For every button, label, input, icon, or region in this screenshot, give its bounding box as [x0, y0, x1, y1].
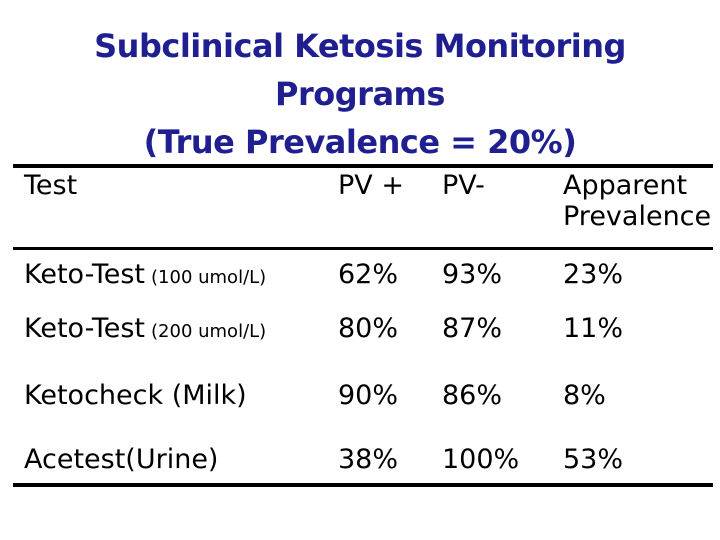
test-label: Keto-Test — [24, 259, 146, 290]
test-threshold-note: (100 umol/L) — [151, 267, 267, 288]
cell-apparent-prevalence: 8% — [563, 380, 606, 411]
title-line-1: Subclinical Ketosis Monitoring — [94, 27, 626, 65]
title-line-2: Programs — [275, 75, 445, 113]
cell-pv-plus: 80% — [338, 313, 399, 344]
cell-test-name: Ketocheck (Milk) — [24, 380, 334, 414]
cell-pv-minus: 87% — [442, 313, 503, 344]
column-header-pv-minus: PV- — [442, 170, 485, 201]
cell-apparent-prevalence: 53% — [563, 444, 624, 475]
column-header-pv-plus: PV + — [338, 170, 404, 201]
cell-apparent-prevalence: 23% — [563, 259, 624, 290]
cell-pv-minus: 93% — [442, 259, 503, 290]
table-rule-top — [13, 164, 713, 168]
test-threshold-note: (200 umol/L) — [151, 321, 267, 342]
column-header-apparent-prevalence: Apparent Prevalence — [563, 170, 712, 232]
cell-pv-minus: 100% — [442, 444, 520, 475]
test-label: Ketocheck (Milk) — [24, 380, 247, 411]
title-line-3: (True Prevalence = 20%) — [143, 123, 577, 161]
test-label: Keto-Test — [24, 313, 146, 344]
table-rule-header-bottom — [13, 247, 713, 250]
cell-apparent-prevalence: 11% — [563, 313, 624, 344]
cell-pv-minus: 86% — [442, 380, 503, 411]
test-label: Acetest(Urine) — [24, 444, 219, 475]
cell-test-name: Keto-Test (100 umol/L) — [24, 259, 334, 293]
column-header-test: Test — [24, 170, 78, 201]
table-rule-bottom — [13, 483, 713, 487]
cell-pv-plus: 90% — [338, 380, 399, 411]
cell-pv-plus: 38% — [338, 444, 399, 475]
cell-pv-plus: 62% — [338, 259, 399, 290]
cell-test-name: Keto-Test (200 umol/L) — [24, 313, 334, 347]
cell-test-name: Acetest(Urine) — [24, 444, 334, 478]
slide-title: Subclinical Ketosis Monitoring Programs … — [0, 22, 720, 166]
